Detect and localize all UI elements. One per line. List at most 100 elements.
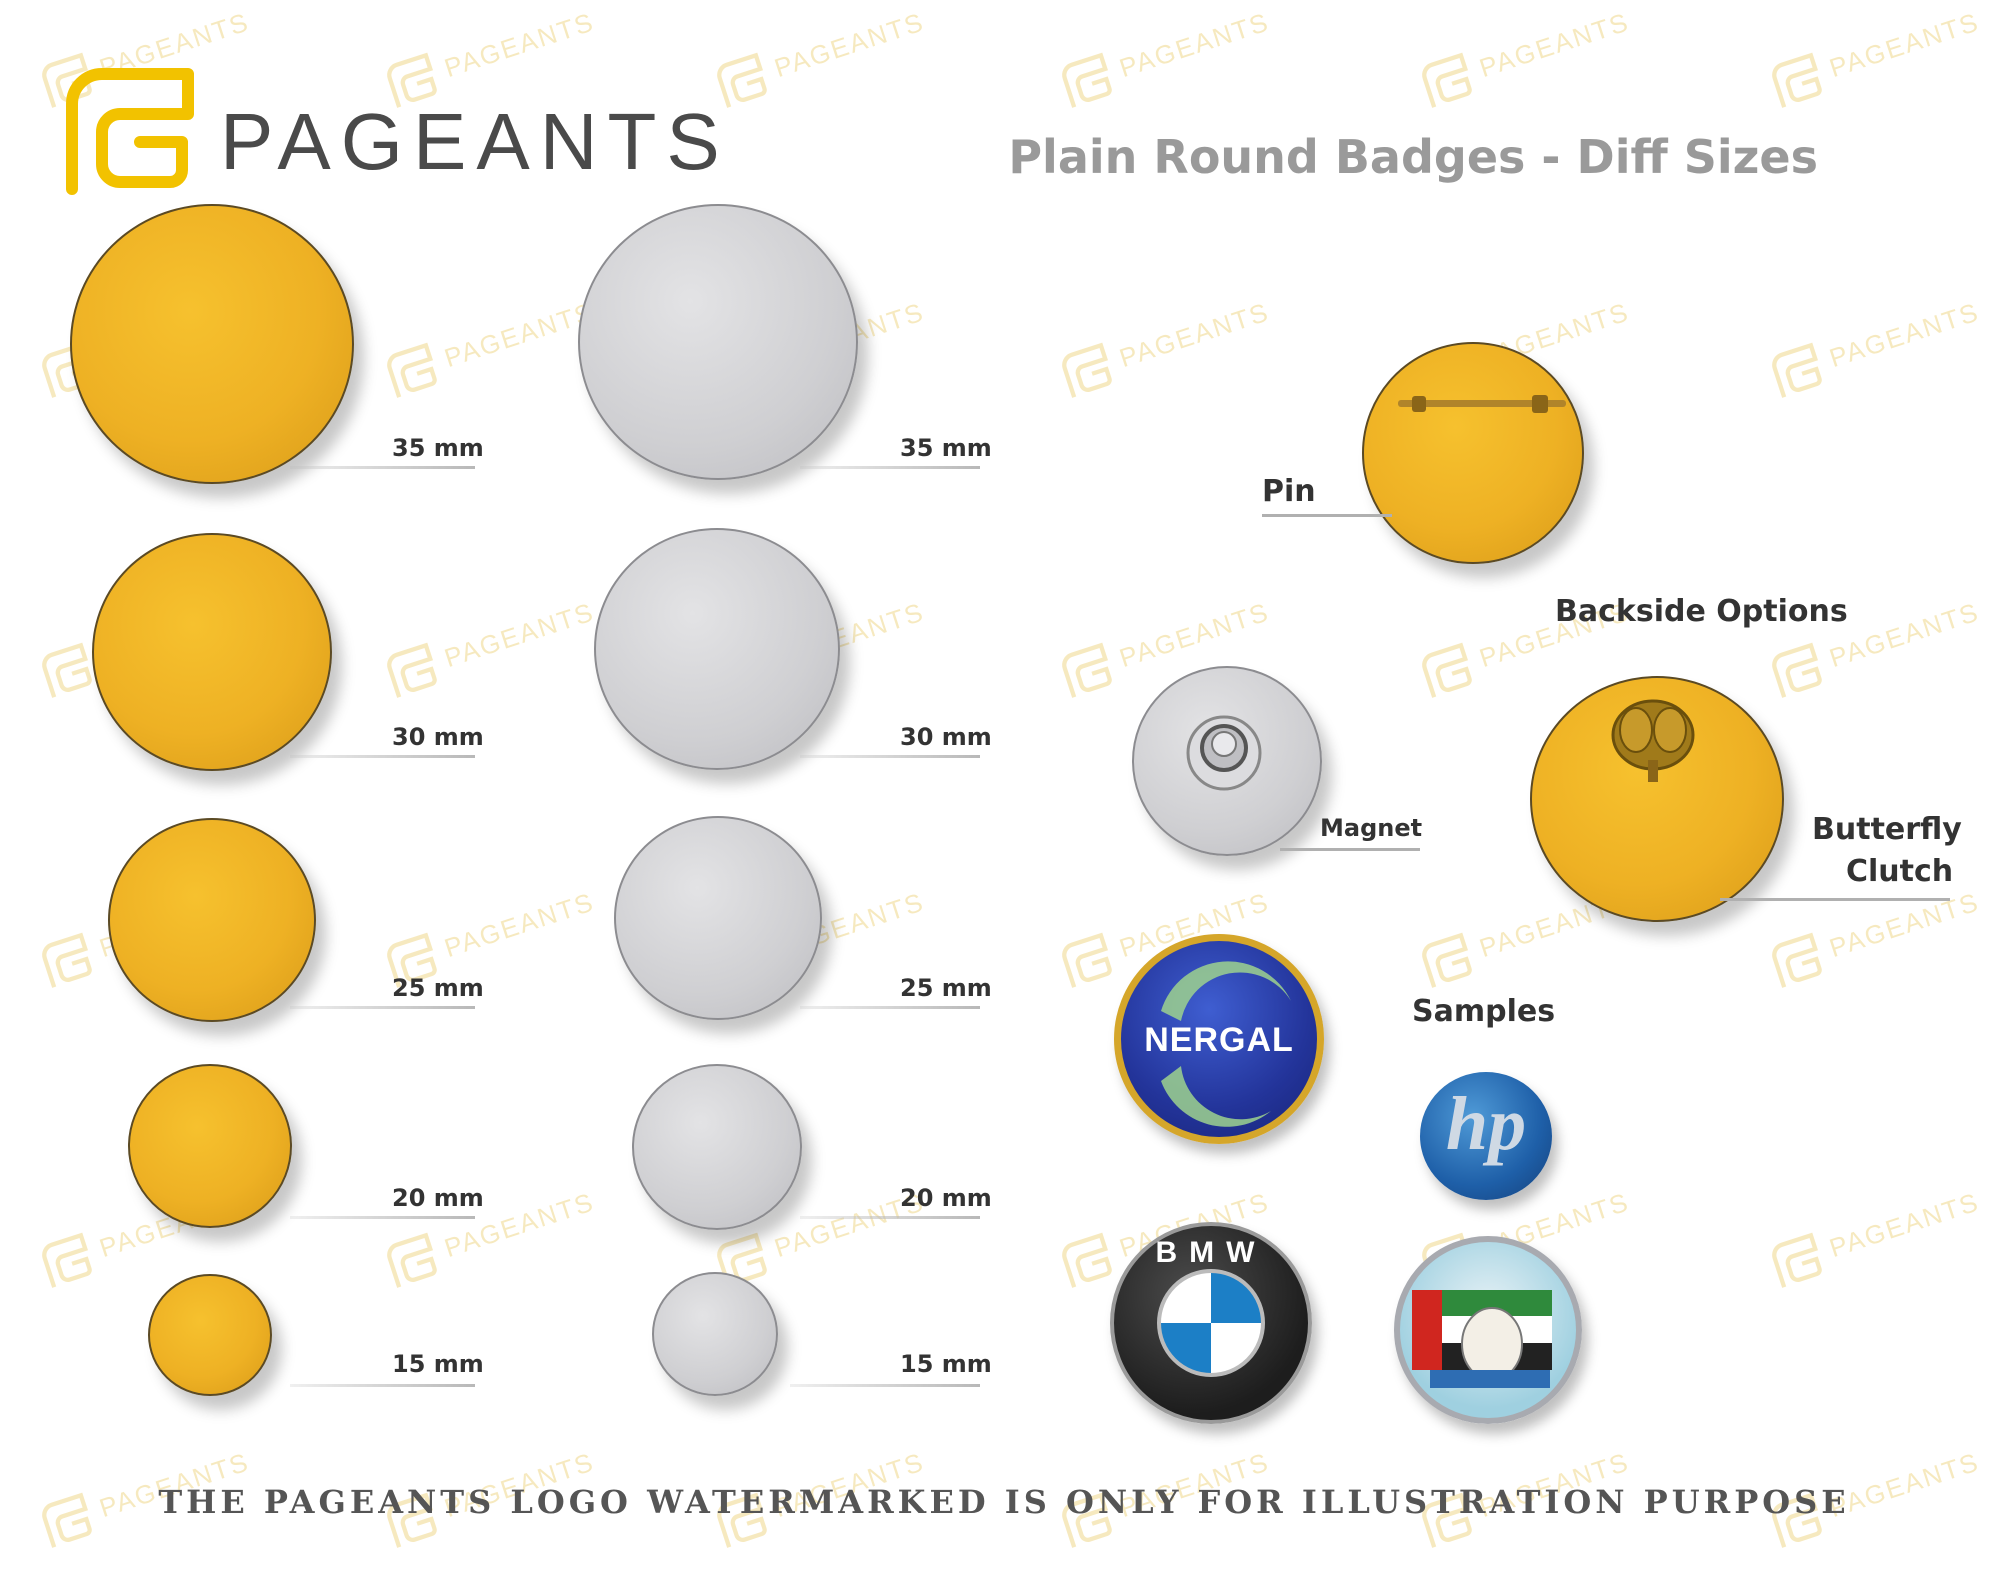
size-label: 25 mm <box>900 974 992 1002</box>
gold-badge-20mm <box>128 1064 292 1228</box>
watermark-logo-icon <box>1772 1492 1822 1548</box>
watermark: PAGEANTS <box>1053 868 1287 1012</box>
size-line <box>290 1384 475 1387</box>
watermark-logo-icon <box>387 642 437 698</box>
watermark-logo-icon <box>387 1492 437 1548</box>
watermark-logo-icon <box>1062 642 1112 698</box>
size-line <box>800 466 980 469</box>
gold-badge-25mm <box>108 818 316 1022</box>
watermark: PAGEANTS <box>378 1428 612 1572</box>
watermark: PAGEANTS <box>1413 0 1647 132</box>
sample-badge-nergal: NERGAL <box>1114 934 1324 1144</box>
silver-badge-15mm <box>652 1272 778 1396</box>
size-line <box>290 1216 475 1219</box>
watermark: PAGEANTS <box>378 1168 612 1312</box>
pin-label: Pin <box>1262 474 1316 509</box>
size-label: 20 mm <box>392 1184 484 1212</box>
watermark: PAGEANTS <box>1053 1428 1287 1572</box>
size-label: 15 mm <box>900 1350 992 1378</box>
butterfly-clutch-icon <box>1611 699 1695 782</box>
size-label: 35 mm <box>900 434 992 462</box>
watermark: PAGEANTS <box>1413 578 1647 722</box>
watermark-logo-icon <box>1062 1232 1112 1288</box>
watermark-logo-icon <box>387 342 437 398</box>
watermark-logo-icon <box>42 932 92 988</box>
footer-disclaimer: THE PAGEANTS LOGO WATERMARKED IS ONLY FO… <box>158 1483 1850 1521</box>
watermark-logo-icon <box>1772 342 1822 398</box>
watermark-logo-icon <box>42 642 92 698</box>
watermark-text: PAGEANTS <box>1825 1186 1983 1264</box>
watermark-logo-icon <box>1062 932 1112 988</box>
size-label: 25 mm <box>392 974 484 1002</box>
watermark: PAGEANTS <box>1053 0 1287 132</box>
watermark-logo-icon <box>42 1492 92 1548</box>
watermark-text: PAGEANTS <box>440 886 598 964</box>
sample-hp-text: hp <box>1445 1082 1527 1166</box>
watermark-text: PAGEANTS <box>440 6 598 84</box>
silver-badge-20mm <box>632 1064 802 1230</box>
size-label: 30 mm <box>392 723 484 751</box>
watermark: PAGEANTS <box>1053 578 1287 722</box>
watermark: PAGEANTS <box>1763 1168 1997 1312</box>
watermark: PAGEANTS <box>33 868 267 1012</box>
magnet-label: Magnet <box>1320 814 1423 842</box>
watermark-logo-icon <box>1772 52 1822 108</box>
backside-options-heading: Backside Options <box>1555 594 1848 629</box>
watermark: PAGEANTS <box>1763 278 1997 422</box>
butterfly-label-line1: Butterfly <box>1812 812 1962 847</box>
sample-badge-portrait <box>1394 1236 1582 1424</box>
butterfly-label-line2: Clutch <box>1846 854 1954 889</box>
watermark-text: PAGEANTS <box>1825 296 1983 374</box>
watermark: PAGEANTS <box>708 0 942 132</box>
gold-badge-15mm <box>148 1274 272 1396</box>
watermark-text: PAGEANTS <box>770 6 928 84</box>
watermark-logo-icon <box>1062 1492 1112 1548</box>
watermark: PAGEANTS <box>33 578 267 722</box>
size-line <box>790 1384 980 1387</box>
size-label: 30 mm <box>900 723 992 751</box>
samples-heading: Samples <box>1412 994 1556 1029</box>
portrait-flag-icon <box>1412 1290 1552 1388</box>
watermark-logo-icon <box>42 52 92 108</box>
pin-clasp-icon <box>1398 395 1566 413</box>
watermark: PAGEANTS <box>1763 1428 1997 1572</box>
watermark: PAGEANTS <box>1053 1168 1287 1312</box>
watermark: PAGEANTS <box>1053 278 1287 422</box>
watermark-logo-icon <box>1422 52 1472 108</box>
watermark-logo-icon <box>42 1232 92 1288</box>
watermark: PAGEANTS <box>378 868 612 1012</box>
pageants-logo-icon <box>66 68 194 195</box>
brand-name: PAGEANTS <box>220 97 730 186</box>
sample-badge-bmw: BMW <box>1110 1222 1312 1424</box>
watermark: PAGEANTS <box>33 1428 267 1572</box>
gold-badge-30mm <box>92 533 332 771</box>
watermark: PAGEANTS <box>1413 868 1647 1012</box>
silver-badge-30mm <box>594 528 840 770</box>
magnet-line <box>1280 848 1420 851</box>
watermark: PAGEANTS <box>1763 578 1997 722</box>
watermark-text: PAGEANTS <box>1115 6 1273 84</box>
watermark-logo-icon <box>1062 52 1112 108</box>
magnet-icon <box>1186 715 1262 791</box>
silver-badge-25mm <box>614 816 822 1020</box>
watermark-logo-icon <box>387 932 437 988</box>
size-label: 20 mm <box>900 1184 992 1212</box>
watermark-logo-icon <box>1772 642 1822 698</box>
watermark: PAGEANTS <box>33 0 267 132</box>
watermark-logo-icon <box>387 52 437 108</box>
size-label: 15 mm <box>392 1350 484 1378</box>
size-line <box>800 1216 980 1219</box>
watermark: PAGEANTS <box>708 1428 942 1572</box>
watermark: PAGEANTS <box>378 0 612 132</box>
watermark-logo-icon <box>1422 932 1472 988</box>
bmw-roundel-icon <box>1157 1269 1265 1377</box>
watermark-text: PAGEANTS <box>1115 296 1273 374</box>
size-line <box>800 755 980 758</box>
watermark: PAGEANTS <box>378 278 612 422</box>
gold-badge-35mm <box>70 204 354 484</box>
sample-badge-hp: hp <box>1420 1072 1552 1200</box>
watermark-text: PAGEANTS <box>1825 6 1983 84</box>
size-line <box>800 1006 980 1009</box>
nergal-swoosh-icon <box>1161 961 1291 1127</box>
watermark: PAGEANTS <box>1763 0 1997 132</box>
